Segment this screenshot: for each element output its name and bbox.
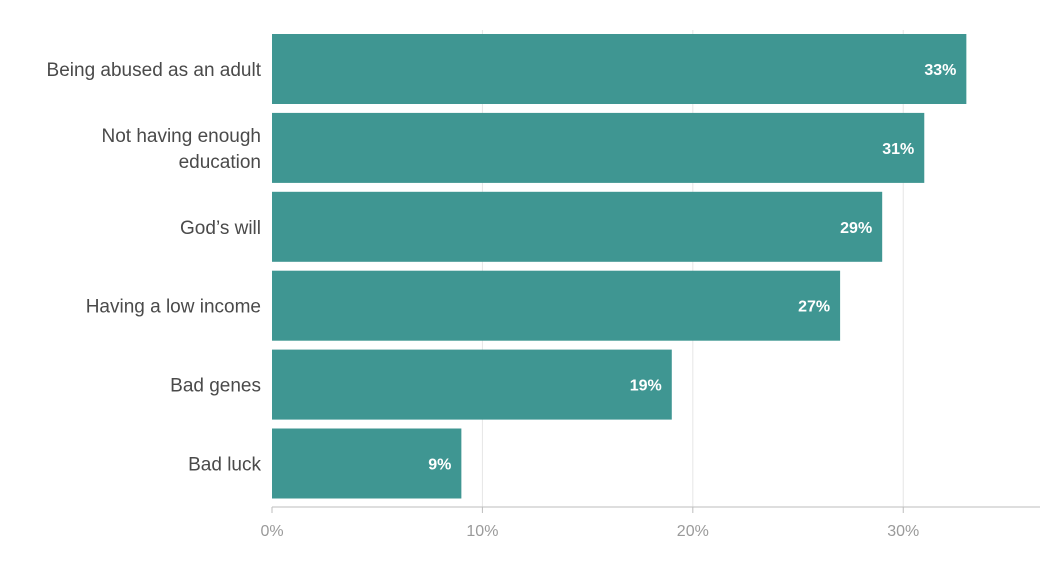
- x-tick-label-30: 30%: [887, 523, 919, 540]
- data-label-3: 27%: [798, 299, 830, 316]
- data-label-0: 33%: [924, 62, 956, 79]
- bar-0: [272, 34, 967, 104]
- x-tick-label-20: 20%: [677, 523, 709, 540]
- category-label-3: Having a low income: [86, 297, 261, 318]
- category-label-1: Not having enough education: [101, 126, 261, 173]
- data-label-2: 29%: [840, 220, 872, 237]
- bar-5: [272, 428, 462, 499]
- category-label-line: Having a low income: [86, 297, 261, 318]
- grid-layer: [481, 30, 904, 507]
- category-label-line: Bad genes: [170, 376, 261, 397]
- bar-3: [272, 270, 841, 341]
- category-label-5: Bad luck: [188, 455, 261, 476]
- category-label-line: Bad luck: [188, 455, 261, 476]
- category-label-0: Being abused as an adult: [47, 60, 262, 81]
- bar-1: [272, 112, 925, 183]
- bar-4: [272, 349, 672, 420]
- label-layer: 33% Being abused as an adult 31% Not having…: [47, 60, 957, 476]
- category-label-line: God’s will: [180, 218, 261, 239]
- bar-2: [272, 191, 883, 262]
- category-label-line: education: [179, 152, 261, 173]
- category-label-line: Not having enough: [101, 126, 261, 147]
- x-tick-label-10: 10%: [466, 523, 498, 540]
- x-tick-label-0: 0%: [260, 523, 283, 540]
- category-label-2: God’s will: [180, 218, 261, 239]
- category-label-line: Being abused as an adult: [47, 60, 262, 81]
- bar-layer: [272, 34, 967, 499]
- data-label-5: 9%: [428, 457, 451, 474]
- category-label-4: Bad genes: [170, 376, 261, 397]
- data-label-1: 31%: [882, 141, 914, 158]
- data-label-4: 19%: [630, 378, 662, 395]
- axis-layer: 0% 10% 20% 30%: [260, 506, 1040, 540]
